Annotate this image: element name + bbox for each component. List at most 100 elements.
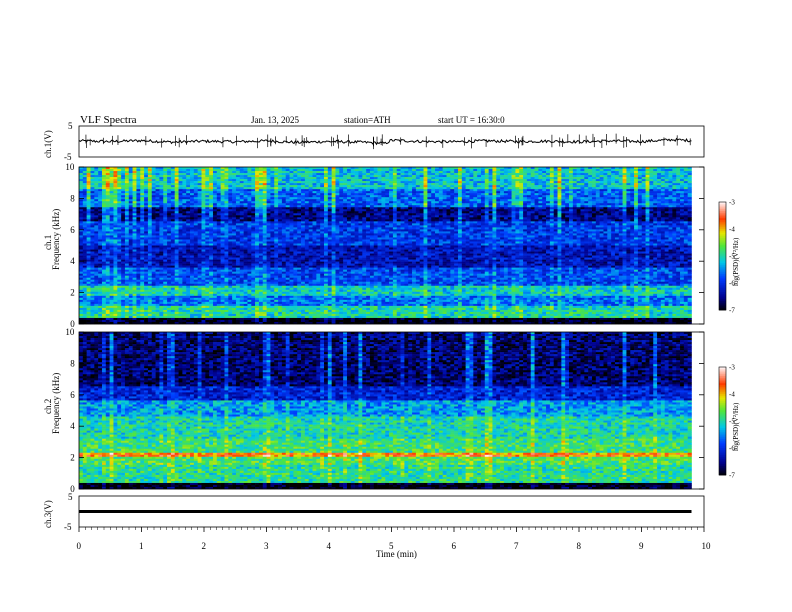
spectrogram-cell [309, 169, 313, 171]
spectrogram-cell [202, 169, 206, 171]
spectrogram-cell [473, 169, 477, 171]
spectrogram-cell [416, 181, 420, 183]
spectrogram-cell [110, 171, 114, 173]
spectrogram-cell [182, 183, 186, 185]
spectrogram-cell [600, 171, 604, 173]
spectrogram-cell [420, 181, 424, 183]
spectrogram-cell [267, 183, 271, 185]
spectrogram-cell [335, 185, 339, 187]
spectrogram-cell [251, 183, 255, 185]
spectrogram-cell [110, 175, 114, 177]
spectrogram-cell [213, 185, 217, 187]
spectrogram-cell [580, 181, 584, 183]
spectrogram-cell [313, 183, 317, 185]
spectrogram-cell [615, 175, 619, 177]
spectrogram-cell [569, 169, 573, 171]
spectrogram-cell [374, 169, 378, 171]
spectrogram-cell [351, 183, 355, 185]
spectrogram-cell [270, 183, 274, 185]
spectrogram-cell [512, 177, 516, 179]
spectrogram-cell [431, 175, 435, 177]
spectrogram-cell [110, 173, 114, 175]
spectrogram-cell [561, 175, 565, 177]
spectrogram-cell [569, 177, 573, 179]
spectrogram-cell [83, 175, 87, 177]
spectrogram-cell [301, 179, 305, 181]
spectrogram-cell [611, 171, 615, 173]
spectrogram-cell [508, 183, 512, 185]
spectrogram-cell [313, 179, 317, 181]
spectrogram-cell [267, 173, 271, 175]
spectrogram-cell [305, 171, 309, 173]
spectrogram-cell [274, 177, 278, 179]
spectrogram-cell [94, 173, 98, 175]
spectrogram-cell [113, 183, 117, 185]
spectrogram-cell [309, 171, 313, 173]
spectrogram-cell [179, 179, 183, 181]
spectrogram-cell [588, 183, 592, 185]
spectrogram-cell [144, 181, 148, 183]
spectrogram-cell [378, 177, 382, 179]
spectrogram-cell [512, 173, 516, 175]
spectrogram-cell [232, 171, 236, 173]
spectrogram-cell [680, 179, 684, 181]
spectrogram-cell [538, 169, 542, 171]
spectrogram-cell [90, 177, 94, 179]
spectrogram-cell [290, 173, 294, 175]
spectrogram-cell [535, 181, 539, 183]
spectrogram-cell [140, 169, 144, 171]
spectrogram-cell [416, 183, 420, 185]
spectrogram-cell [190, 179, 194, 181]
spectrogram-cell [680, 169, 684, 171]
spectrogram-cell [309, 183, 313, 185]
spectrogram-cell [259, 169, 263, 171]
spectrogram-cell [358, 171, 362, 173]
spectrogram-cell [381, 175, 385, 177]
spectrogram-cell [550, 175, 554, 177]
spectrogram-cell [255, 177, 259, 179]
spectrogram-cell [584, 183, 588, 185]
spectrogram-cell [630, 183, 634, 185]
spectrogram-cell [278, 173, 282, 175]
spectrogram-cell [550, 179, 554, 181]
spectrogram-cell [469, 171, 473, 173]
spectrogram-cell [286, 171, 290, 173]
spectrogram-cell [213, 183, 217, 185]
spectrogram-cell [427, 171, 431, 173]
spectrogram-cell [684, 177, 688, 179]
spectrogram-cell [527, 169, 531, 171]
spectrogram-cell [416, 179, 420, 181]
spectrogram-cell [630, 177, 634, 179]
spectrogram-cell [515, 171, 519, 173]
spectrogram-cell [117, 175, 121, 177]
spectrogram-cell [110, 181, 114, 183]
spectrogram-cell [362, 183, 366, 185]
spectrogram-cell [316, 183, 320, 185]
spectrogram-cell [619, 183, 623, 185]
spectrogram-cell [688, 179, 692, 181]
spectrogram-cell [661, 181, 665, 183]
spectrogram-cell [584, 173, 588, 175]
spectrogram-cell [669, 175, 673, 177]
spectrogram-cell [263, 181, 267, 183]
spectrogram-cell [263, 173, 267, 175]
spectrogram-cell [106, 175, 110, 177]
spectrogram-cell [255, 181, 259, 183]
spectrogram-cell [251, 179, 255, 181]
spectrogram-cell [136, 183, 140, 185]
spectrogram-cell [355, 177, 359, 179]
spectrogram-cell [657, 171, 661, 173]
spectrogram-cell [454, 173, 458, 175]
spectrogram-cell [466, 177, 470, 179]
spectrogram-cell [324, 169, 328, 171]
spectrogram-cell [554, 173, 558, 175]
spectrogram-cell [163, 173, 167, 175]
spectrogram-cell [240, 169, 244, 171]
spectrogram-cell [247, 183, 251, 185]
spectrogram-cell [669, 173, 673, 175]
spectrogram-cell [316, 169, 320, 171]
spectrogram-cell [366, 171, 370, 173]
spectrogram-cell [646, 173, 650, 175]
spectrogram-cell [458, 175, 462, 177]
spectrogram-cell [301, 173, 305, 175]
